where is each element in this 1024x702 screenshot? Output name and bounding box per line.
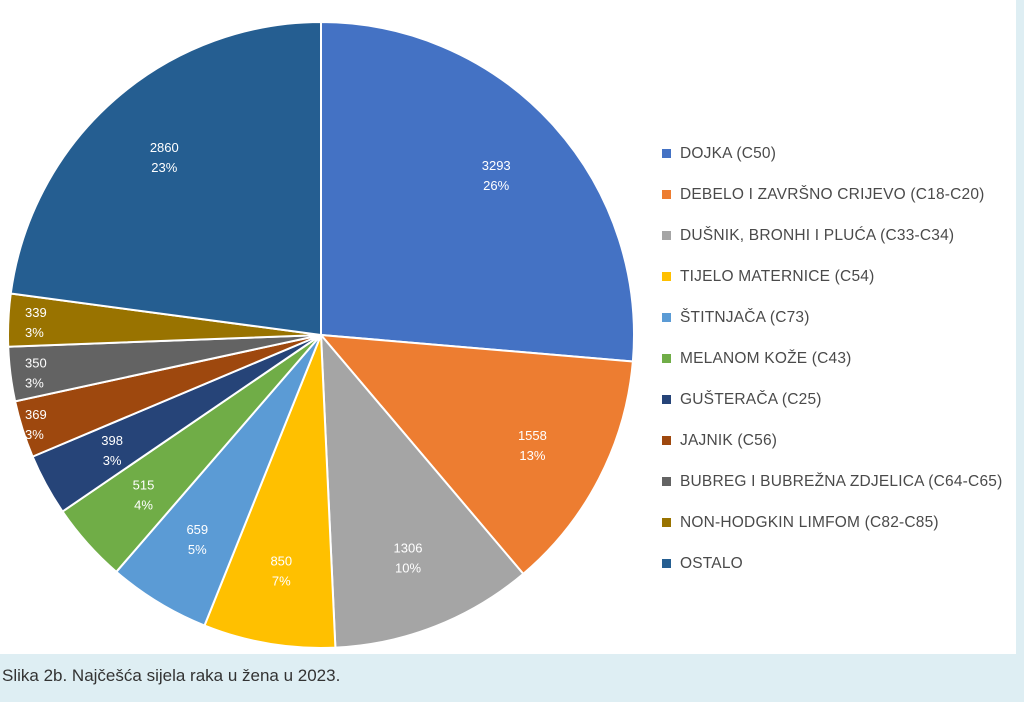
- legend-swatch: [662, 231, 671, 240]
- legend-item-gusteraca-c25: GUŠTERAČA (C25): [662, 379, 1016, 420]
- legend-item-bubreg-i-bubrezna-zdjelica-c64-c65: BUBREG I BUBREŽNA ZDJELICA (C64-C65): [662, 461, 1016, 502]
- slice-percent-label: 3%: [25, 325, 44, 340]
- legend-label: BUBREG I BUBREŽNA ZDJELICA (C64-C65): [680, 472, 1003, 490]
- legend-label: OSTALO: [680, 554, 743, 572]
- legend-label: JAJNIK (C56): [680, 431, 778, 449]
- slice-value-label: 515: [133, 477, 155, 492]
- legend-label: DUŠNIK, BRONHI I PLUĆA (C33-C34): [680, 226, 955, 244]
- pie-data-labels: 3293 26% 1558 13% 1306 10% 850 7% 659 5% 515 4% 398 3…: [25, 140, 547, 589]
- pie-slice-dusnik-bronhi-i-pluca-c33-c34: [319, 332, 525, 649]
- legend-swatch: [662, 559, 671, 568]
- slice-percent-label: 13%: [519, 448, 545, 463]
- slice-value-label: 339: [25, 305, 47, 320]
- legend-item-tijelo-maternice-c54: TIJELO MATERNICE (C54): [662, 256, 1016, 297]
- legend-swatch: [662, 354, 671, 363]
- legend-item-jajnik-c56: JAJNIK (C56): [662, 420, 1016, 461]
- legend-swatch: [662, 395, 671, 404]
- legend-item-melanom-koze-c43: MELANOM KOŽE (C43): [662, 338, 1016, 379]
- legend-swatch: [662, 149, 671, 158]
- legend-swatch: [662, 190, 671, 199]
- slice-value-label: 850: [270, 554, 292, 569]
- slice-value-label: 2860: [150, 140, 179, 155]
- pie-chart: 3293 26% 1558 13% 1306 10% 850 7% 659 5% 515 4% 398 3…: [7, 20, 635, 649]
- slice-percent-label: 7%: [272, 574, 291, 589]
- legend-item-dusnik-bronhi-i-pluca-c33-c34: DUŠNIK, BRONHI I PLUĆA (C33-C34): [662, 215, 1016, 256]
- chart-panel: 3293 26% 1558 13% 1306 10% 850 7% 659 5% 515 4% 398 3…: [0, 0, 1016, 654]
- legend-item-debelo-i-zavrsno-crijevo-c18-c20: DEBELO I ZAVRŠNO CRIJEVO (C18-C20): [662, 174, 1016, 215]
- legend-label: MELANOM KOŽE (C43): [680, 349, 852, 367]
- legend-item-non-hodgkin-limfom-c82-c85: NON-HODGKIN LIMFOM (C82-C85): [662, 502, 1016, 543]
- pie-slice-ostalo: [9, 20, 322, 337]
- legend-label: TIJELO MATERNICE (C54): [680, 267, 875, 285]
- legend-label: DOJKA (C50): [680, 144, 777, 162]
- legend-swatch: [662, 272, 671, 281]
- legend-item-ostalo: OSTALO: [662, 543, 1016, 584]
- legend-item-stitnjaca-c73: ŠTITNJAČA (C73): [662, 297, 1016, 338]
- slice-percent-label: 3%: [25, 427, 44, 442]
- legend-swatch: [662, 518, 671, 527]
- pie-slice-dojka-c50: [320, 20, 635, 363]
- slice-value-label: 398: [101, 433, 123, 448]
- legend-swatch: [662, 477, 671, 486]
- slice-percent-label: 26%: [483, 178, 509, 193]
- slice-value-label: 1558: [518, 428, 547, 443]
- legend-swatch: [662, 313, 671, 322]
- figure-caption: Slika 2b. Najčešća sijela raka u žena u …: [2, 666, 341, 685]
- slice-value-label: 369: [25, 407, 47, 422]
- slice-percent-label: 3%: [25, 376, 44, 391]
- legend-swatch: [662, 436, 671, 445]
- pie-slice-debelo-i-zavrsno-crijevo-c18-c20: [318, 333, 634, 576]
- chart-legend: DOJKA (C50) DEBELO I ZAVRŠNO CRIJEVO (C18…: [662, 133, 1016, 584]
- slice-percent-label: 10%: [395, 560, 421, 575]
- slice-percent-label: 5%: [188, 542, 207, 557]
- legend-label: DEBELO I ZAVRŠNO CRIJEVO (C18-C20): [680, 185, 985, 203]
- legend-item-dojka-c50: DOJKA (C50): [662, 133, 1016, 174]
- slice-percent-label: 4%: [134, 497, 153, 512]
- pie-slice-tijelo-maternice-c54: [203, 334, 337, 649]
- pie-slices: [7, 20, 635, 649]
- slice-value-label: 3293: [482, 158, 511, 173]
- slice-value-label: 1306: [394, 540, 423, 555]
- legend-label: NON-HODGKIN LIMFOM (C82-C85): [680, 513, 939, 531]
- legend-label: GUŠTERAČA (C25): [680, 390, 822, 408]
- slice-value-label: 659: [186, 522, 208, 537]
- slice-value-label: 350: [25, 356, 47, 371]
- legend-label: ŠTITNJAČA (C73): [680, 308, 810, 326]
- slice-percent-label: 23%: [151, 160, 177, 175]
- slice-percent-label: 3%: [103, 453, 122, 468]
